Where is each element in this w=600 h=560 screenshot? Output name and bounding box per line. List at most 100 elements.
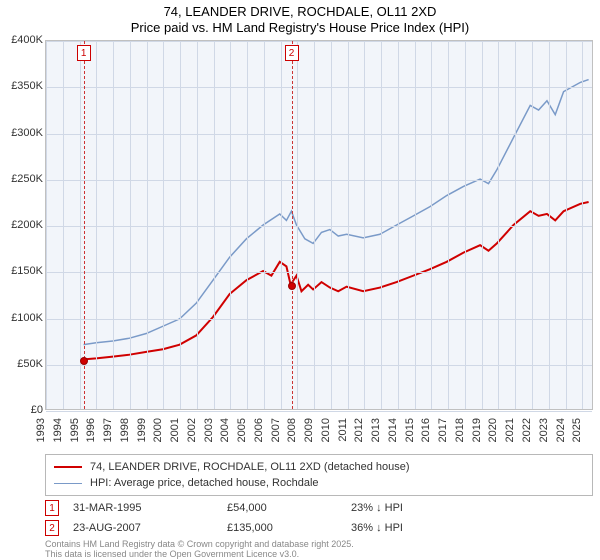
title-block: 74, LEANDER DRIVE, ROCHDALE, OL11 2XD Pr… [0,0,600,37]
y-tick-label: £350K [3,80,43,92]
sale-badge: 1 [77,45,91,61]
sales-row-2: 2 23-AUG-2007 £135,000 36% ↓ HPI [45,518,593,538]
grid-line-v [448,41,449,409]
sale-date-1: 31-MAR-1995 [73,502,213,514]
series-line-hpi [84,80,589,345]
x-tick-label: 1995 [69,418,81,442]
grid-line-v [281,41,282,409]
grid-line-h [46,365,592,366]
y-tick-label: £250K [3,173,43,185]
grid-line-v [113,41,114,409]
x-tick-label: 1999 [136,418,148,442]
y-tick-label: £150K [3,265,43,277]
x-tick-label: 2017 [437,418,449,442]
grid-line-v [46,41,47,409]
x-tick-label: 1993 [35,418,47,442]
grid-line-v [314,41,315,409]
sale-badge: 2 [285,45,299,61]
sale-price-1: £54,000 [227,502,337,514]
sale-marker [80,357,88,365]
grid-line-h [46,180,592,181]
y-tick-label: £300K [3,127,43,139]
attribution-line-2: This data is licensed under the Open Gov… [45,550,593,560]
x-tick-label: 2013 [370,418,382,442]
x-tick-label: 2011 [337,418,349,442]
grid-line-h [46,226,592,227]
grid-line-v [532,41,533,409]
grid-line-v [582,41,583,409]
grid-line-v [364,41,365,409]
sale-badge-1: 1 [45,500,59,516]
x-tick-label: 2023 [538,418,550,442]
grid-line-v [180,41,181,409]
grid-line-v [549,41,550,409]
x-tick-label: 2016 [420,418,432,442]
grid-line-v [331,41,332,409]
y-tick-label: £50K [3,358,43,370]
grid-line-v [482,41,483,409]
legend: 74, LEANDER DRIVE, ROCHDALE, OL11 2XD (d… [45,454,593,496]
grid-line-v [214,41,215,409]
x-tick-label: 2004 [219,418,231,442]
x-tick-label: 2003 [203,418,215,442]
x-tick-label: 2024 [555,418,567,442]
x-tick-label: 2006 [253,418,265,442]
grid-line-v [247,41,248,409]
sale-vline [292,41,293,409]
x-tick-label: 2001 [169,418,181,442]
grid-line-h [46,272,592,273]
grid-line-v [96,41,97,409]
x-tick-label: 2002 [186,418,198,442]
grid-line-v [381,41,382,409]
attribution: Contains HM Land Registry data © Crown c… [45,540,593,560]
plot-area: 12 [45,40,593,410]
grid-line-v [515,41,516,409]
y-tick-label: £200K [3,219,43,231]
x-tick-label: 2022 [521,418,533,442]
sale-marker [288,282,296,290]
y-tick-label: £0 [3,404,43,416]
legend-swatch-price-paid [54,466,82,468]
y-tick-label: £100K [3,312,43,324]
legend-row-hpi: HPI: Average price, detached house, Roch… [54,475,584,491]
sale-diff-1: 23% ↓ HPI [351,502,471,514]
grid-line-v [163,41,164,409]
sale-diff-2: 36% ↓ HPI [351,522,471,534]
grid-line-h [46,134,592,135]
line-layer [46,41,592,409]
grid-line-v [264,41,265,409]
grid-line-v [498,41,499,409]
grid-line-v [130,41,131,409]
x-tick-label: 2005 [236,418,248,442]
title-address: 74, LEANDER DRIVE, ROCHDALE, OL11 2XD [0,4,600,20]
grid-line-v [415,41,416,409]
grid-line-v [197,41,198,409]
grid-line-v [566,41,567,409]
grid-line-v [348,41,349,409]
x-tick-label: 2025 [571,418,583,442]
grid-line-h [46,87,592,88]
x-tick-label: 2021 [504,418,516,442]
y-tick-label: £400K [3,34,43,46]
x-tick-label: 2020 [487,418,499,442]
x-tick-label: 1994 [52,418,64,442]
legend-swatch-hpi [54,483,82,484]
grid-line-h [46,411,592,412]
sale-date-2: 23-AUG-2007 [73,522,213,534]
grid-line-v [398,41,399,409]
sale-price-2: £135,000 [227,522,337,534]
x-tick-label: 1998 [119,418,131,442]
grid-line-v [431,41,432,409]
grid-line-h [46,41,592,42]
x-tick-label: 2008 [286,418,298,442]
sale-vline [84,41,85,409]
x-tick-label: 2010 [320,418,332,442]
x-tick-label: 2000 [152,418,164,442]
x-tick-label: 2015 [404,418,416,442]
grid-line-h [46,319,592,320]
grid-line-v [63,41,64,409]
legend-label-hpi: HPI: Average price, detached house, Roch… [90,475,319,491]
x-tick-label: 2012 [353,418,365,442]
grid-line-v [465,41,466,409]
chart-container: 74, LEANDER DRIVE, ROCHDALE, OL11 2XD Pr… [0,0,600,560]
